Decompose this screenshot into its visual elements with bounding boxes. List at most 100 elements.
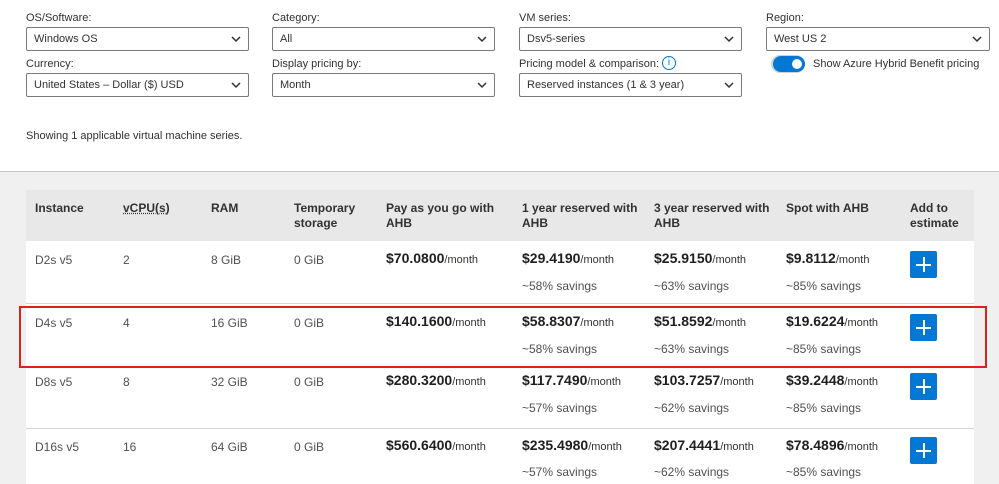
highlight-box [19,306,987,368]
header-3yr: 3 year reserved with AHB [654,201,769,231]
3yr-price: $25.9150/month [654,250,746,266]
3yr-savings: ~63% savings [654,279,730,293]
price-unit: /month [712,254,747,266]
payg-price-value: $70.0800 [386,250,445,266]
1yr-savings: ~58% savings [522,279,598,293]
spot-price-value: $39.2448 [786,372,845,388]
3yr-price: $103.7257/month [654,372,754,388]
price-unit: /month [444,254,479,266]
add-to-estimate-button[interactable] [910,251,937,278]
chevron-down-icon [231,82,241,89]
payg-price-value: $560.6400 [386,437,453,453]
vm-series-select[interactable]: Dsv5-series [519,27,742,51]
price-unit: /month [588,441,622,453]
3yr-price-value: $25.9150 [654,250,713,266]
payg-price: $140.1600/month [386,313,486,329]
pricing-model-label: Pricing model & comparison: [519,58,660,70]
storage-size: 0 GiB [294,253,325,267]
add-to-estimate-button[interactable] [910,373,937,400]
1yr-savings: ~58% savings [522,342,598,356]
vm-series-label: VM series: [519,12,571,24]
header-1yr-line2: AHB [522,216,548,230]
table-row: D4s v5 4 16 GiB 0 GiB $140.1600/month $5… [26,303,974,365]
region-label: Region: [766,12,804,24]
price-unit: /month [712,317,747,329]
section-divider [0,171,999,172]
table-row: D16s v5 16 64 GiB 0 GiB $560.6400/month … [26,428,974,484]
ahb-toggle-knob [792,59,802,69]
1yr-price-value: $117.7490 [522,372,588,388]
filters-panel: OS/Software: Windows OS Category: All VM… [0,0,999,172]
spot-savings: ~85% savings [786,279,862,293]
header-payg: Pay as you go with AHB [386,201,494,231]
add-to-estimate-button[interactable] [910,437,937,464]
chevron-down-icon [231,36,241,43]
header-1yr-line1: 1 year reserved with [522,201,638,215]
price-unit: /month [580,317,615,329]
region-select[interactable]: West US 2 [766,27,990,51]
3yr-price-value: $103.7257 [654,372,721,388]
currency-select[interactable]: United States – Dollar ($) USD [26,73,249,97]
price-unit: /month [580,254,615,266]
header-add-line1: Add to [910,201,948,215]
header-payg-line1: Pay as you go with [386,201,495,215]
pricing-model-select[interactable]: Reserved instances (1 & 3 year) [519,73,742,97]
instance-name: D4s v5 [35,316,73,330]
results-count-text: Showing 1 applicable virtual machine ser… [26,130,243,142]
3yr-price: $51.8592/month [654,313,746,329]
chevron-down-icon [724,36,734,43]
chevron-down-icon [724,82,734,89]
currency-select-value: United States – Dollar ($) USD [34,79,184,91]
1yr-price-value: $29.4190 [522,250,581,266]
3yr-savings: ~63% savings [654,342,730,356]
add-to-estimate-button[interactable] [910,314,937,341]
price-unit: /month [452,441,486,453]
table-row: D2s v5 2 8 GiB 0 GiB $70.0800/month $29.… [26,241,974,303]
category-select-value: All [280,33,293,45]
os-select[interactable]: Windows OS [26,27,249,51]
price-unit: /month [720,376,754,388]
spot-price: $39.2448/month [786,372,878,388]
display-pricing-select[interactable]: Month [272,73,495,97]
3yr-price: $207.4441/month [654,437,754,453]
ram-size: 64 GiB [211,440,248,454]
price-unit: /month [844,441,879,453]
ram-size: 32 GiB [211,375,248,389]
3yr-savings: ~62% savings [654,465,730,479]
ahb-toggle[interactable] [773,56,805,72]
ram-size: 8 GiB [211,253,242,267]
category-select[interactable]: All [272,27,495,51]
instance-name: D2s v5 [35,253,73,267]
payg-price-value: $280.3200 [386,372,453,388]
storage-size: 0 GiB [294,375,325,389]
header-payg-line2: AHB [386,216,412,230]
info-icon[interactable]: i [662,56,676,70]
price-unit: /month [452,376,486,388]
ram-size: 16 GiB [211,316,248,330]
spot-savings: ~85% savings [786,342,862,356]
header-instance: Instance [35,201,84,215]
os-select-value: Windows OS [34,33,98,45]
header-temporary-storage: Temporary storage [294,201,355,231]
ahb-toggle-label: Show Azure Hybrid Benefit pricing [813,58,980,70]
region-select-value: West US 2 [774,33,827,45]
display-pricing-label: Display pricing by: [272,58,362,70]
spot-price-value: $9.8112 [786,250,836,266]
header-storage-line1: Temporary [294,201,356,215]
spot-price: $78.4896/month [786,437,878,453]
header-spot: Spot with AHB [786,201,869,215]
header-ram: RAM [211,201,239,215]
header-storage-line2: storage [294,216,338,230]
currency-label: Currency: [26,58,74,70]
3yr-savings: ~62% savings [654,401,730,415]
vcpu-count: 2 [123,253,130,267]
1yr-savings: ~57% savings [522,465,598,479]
header-vcpu[interactable]: vCPU(s) [123,201,170,215]
vm-series-select-value: Dsv5-series [527,33,586,45]
3yr-price-value: $207.4441 [654,437,721,453]
1yr-savings: ~57% savings [522,401,598,415]
header-add-line2: estimate [910,216,959,230]
spot-price: $19.6224/month [786,313,878,329]
pricing-model-select-value: Reserved instances (1 & 3 year) [527,79,685,91]
price-unit: /month [844,376,879,388]
